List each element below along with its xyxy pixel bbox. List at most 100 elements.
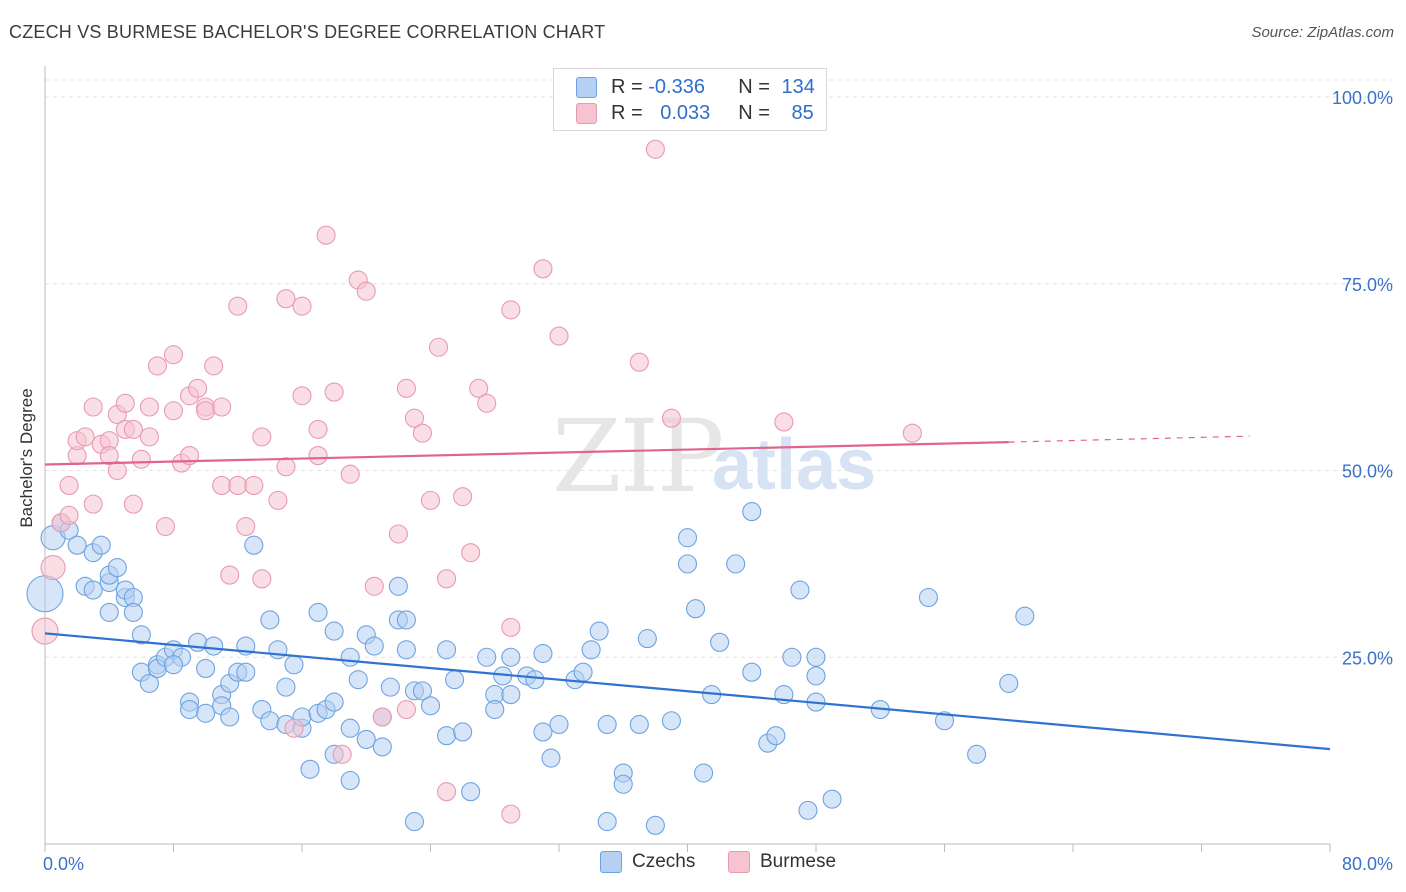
czechs-point [236,662,256,682]
czechs-point [597,812,617,832]
burmese-point [332,744,352,764]
y-tick-label: 50.0% [1342,462,1393,482]
czechs-point [533,722,553,742]
czechs-point [284,655,304,675]
burmese-point [228,475,248,495]
czechs-point [131,625,151,645]
czechs-point [453,722,473,742]
czechs-point [396,610,416,630]
y-tick-label: 75.0% [1342,275,1393,295]
burmese-point [308,446,328,466]
burmese-point [428,337,449,357]
burmese-point [276,289,296,309]
czechs-point [196,703,216,723]
r-label: R = [611,101,643,124]
czechs-point [220,707,240,727]
czechs-point [742,662,762,682]
czechs-point [139,673,159,693]
czechs-legend-label: Czechs [632,851,696,872]
czechs-point [276,677,296,697]
y-axis-label: Bachelor's Degree [17,388,36,528]
czechs-point [790,580,810,600]
czechs-point [380,677,400,697]
burmese-point [340,464,360,484]
czechs-point [1015,606,1035,626]
burmese-point [212,475,232,495]
burmese-point [501,804,521,824]
burmese-legend-label: Burmese [760,851,837,872]
czechs-point [244,535,264,555]
czechs-point [83,580,103,600]
czechs-point [501,647,521,667]
czechs-point [541,748,561,768]
czechs-point [806,666,826,686]
czechs-point [525,670,545,690]
burmese-point [244,475,264,495]
burmese-point [40,555,66,581]
burmese-trend-extension [1008,435,1250,443]
czechs-point [645,815,665,835]
czechs-point [437,640,457,660]
czechs-point [91,535,111,555]
czechs-point [967,744,987,764]
burmese-point [107,460,127,481]
burmese-point [629,352,649,372]
czechs-point [501,685,521,705]
legend-czechs: Czechs [600,851,695,873]
n-label: N = [738,101,770,124]
burmese-legend-swatch [728,851,750,873]
czechs-point [710,632,730,652]
r-value: -0.336 [648,75,705,98]
czechs-point [67,535,87,555]
czechs-point [99,602,119,622]
burmese-point [461,543,481,563]
czechs-point [782,647,802,667]
burmese-point [59,475,79,495]
czechs-point [766,726,786,746]
czechs-point [999,673,1019,693]
burmese-point [396,699,416,720]
czechs-point [918,587,938,608]
burmese-point [501,617,521,637]
czechs-point [806,647,826,667]
burmese-point [308,419,328,439]
czechs-point [163,655,184,675]
burmese-point [902,423,922,443]
burmese-point [252,569,272,589]
czechs-point [404,812,424,832]
czechs-point [613,774,633,794]
watermark-zip: ZIP [552,398,724,515]
burmese-point [99,446,119,466]
burmese-point [292,296,312,316]
czechs-point [340,647,360,667]
burmese-point [163,401,184,421]
burmese-point [252,427,272,447]
czechs-point [589,621,609,641]
czechs-point [934,711,955,731]
czechs-point [388,576,408,596]
czechs-point [549,714,569,735]
r-value: 0.033 [660,101,711,124]
burmese-point [188,378,208,398]
czechs-point [485,699,505,720]
burmese-point [372,707,392,727]
czechs-swatch [576,76,597,98]
burmese-point [31,617,59,645]
burmese-point [437,782,457,802]
burmese-swatch [576,102,597,124]
r-label: R = [611,75,643,98]
czechs-point [340,770,360,791]
czechs-point [412,681,433,701]
source-label: Source: ZipAtlas.com [1251,24,1394,41]
burmese-point [139,397,159,417]
czechs-point [461,782,481,802]
burmese-point [645,139,665,159]
burmese-point [396,378,416,398]
czechs-point [324,621,344,641]
czechs-point [694,763,714,783]
burmese-point [75,427,95,447]
czechs-point [637,629,657,649]
burmese-point [196,401,216,421]
chart-title: CZECH VS BURMESE BACHELOR'S DEGREE CORRE… [9,22,606,42]
